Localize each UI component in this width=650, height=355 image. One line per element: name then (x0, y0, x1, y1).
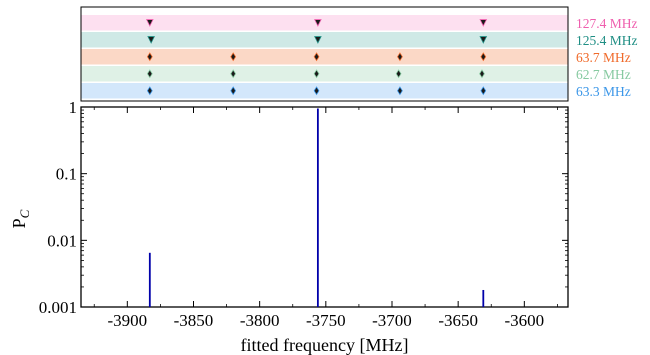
x-tick-label: -3700 (372, 311, 412, 330)
band-row (81, 15, 568, 31)
band-marker (230, 52, 237, 62)
y-tick-label: 0.01 (47, 231, 77, 250)
band-label: 63.7 MHz (576, 50, 631, 65)
y-axis-label-sub: C (17, 209, 32, 218)
x-tick-label: -3800 (240, 311, 280, 330)
x-tick-label: -3900 (107, 311, 147, 330)
band-marker (313, 52, 320, 62)
band-marker (145, 19, 154, 27)
bands-panel: 127.4 MHz 125.4 MHz 63.7 MHz 62.7 MHz 63.3 M… (80, 6, 638, 102)
x-tick-label: -3750 (306, 311, 346, 330)
band-row (81, 49, 568, 65)
band-marker (480, 86, 487, 96)
band-marker (397, 52, 403, 62)
y-axis-label-main: P (9, 218, 29, 228)
x-axis-label: fitted frequency [MHz] (241, 335, 409, 355)
band-label: 125.4 MHz (576, 33, 638, 48)
y-axis-label: PC (9, 209, 32, 228)
band-marker (395, 69, 402, 79)
band-row (81, 66, 568, 82)
plot-frame (80, 106, 569, 308)
band-label: 127.4 MHz (576, 16, 638, 31)
band-marker (397, 86, 403, 96)
y-tick-label: 0.001 (39, 298, 77, 317)
band-marker (313, 86, 320, 96)
band-marker (230, 69, 237, 79)
band-marker (480, 52, 487, 62)
band-marker (146, 52, 153, 62)
band-label: 62.7 MHz (576, 67, 631, 82)
band-marker (230, 86, 237, 96)
band-marker (479, 19, 488, 27)
band-marker (146, 69, 153, 79)
band-row (81, 32, 568, 48)
band-marker (314, 19, 322, 27)
band-marker (479, 36, 488, 44)
band-row (81, 83, 568, 99)
band-label: 63.3 MHz (576, 84, 631, 99)
band-marker (479, 69, 485, 79)
y-tick-label: 0.1 (56, 165, 77, 184)
band-marker (313, 69, 320, 79)
x-tick-label: -3650 (438, 311, 478, 330)
spectrum-panel: 1 0.1 0.01 0.001 -3900 -3850 -3800 -3750 -3700 -3… (9, 98, 569, 355)
band-marker (146, 86, 153, 96)
y-tick-label: 1 (69, 98, 78, 117)
band-marker (314, 36, 322, 44)
x-tick-label: -3850 (174, 311, 214, 330)
band-marker (147, 36, 155, 44)
bands-frame (80, 6, 569, 102)
x-tick-label: -3600 (504, 311, 544, 330)
